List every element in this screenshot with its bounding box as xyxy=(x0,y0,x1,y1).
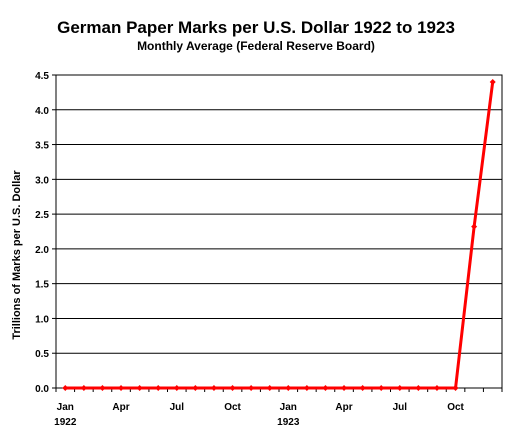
x-tick-label-month: Jan xyxy=(57,402,74,413)
data-point xyxy=(452,385,459,391)
y-axis-label: Trillions of Marks per U.S. Dollar xyxy=(11,170,23,340)
y-tick-label: 2.0 xyxy=(35,245,49,256)
y-tick-label: 4.0 xyxy=(35,106,49,117)
y-tick-label: 3.5 xyxy=(35,141,49,152)
data-point xyxy=(210,385,217,391)
y-tick-label: 1.0 xyxy=(35,314,49,325)
x-axis-ticks: Jan 1922 Apr Jul Oct Jan 1923 Apr Jul Oct xyxy=(54,388,503,428)
data-point xyxy=(229,385,236,391)
x-tick-label-year: 1922 xyxy=(54,417,77,428)
data-point xyxy=(266,385,273,391)
plot-frame xyxy=(55,74,503,389)
y-tick-label: 0.0 xyxy=(35,384,49,395)
y-tick-label: 1.5 xyxy=(35,280,49,291)
data-point xyxy=(192,385,199,391)
y-tick-label: 4.5 xyxy=(35,71,49,82)
x-tick-label-month: Jul xyxy=(393,402,408,413)
data-point xyxy=(136,385,143,391)
chart-title: German Paper Marks per U.S. Dollar 1922 … xyxy=(57,18,455,37)
series-line xyxy=(65,81,495,390)
data-point xyxy=(248,385,255,391)
x-tick-label-month: Jul xyxy=(170,402,185,413)
data-point xyxy=(378,385,385,391)
data-point xyxy=(80,385,87,391)
data-point xyxy=(62,385,69,391)
data-point xyxy=(396,385,403,391)
data-point xyxy=(359,385,366,391)
data-point xyxy=(99,385,106,391)
data-point xyxy=(433,385,440,391)
gridlines xyxy=(56,74,502,354)
x-tick-label-month: Oct xyxy=(447,402,464,413)
y-tick-label: 3.0 xyxy=(35,175,49,186)
data-point xyxy=(489,78,496,85)
data-point xyxy=(303,385,310,391)
data-point xyxy=(341,385,348,391)
data-point xyxy=(415,385,422,391)
x-tick-label-year: 1923 xyxy=(277,417,300,428)
x-tick-label-month: Apr xyxy=(112,402,129,413)
x-tick-label-month: Apr xyxy=(335,402,352,413)
chart-subtitle: Monthly Average (Federal Reserve Board) xyxy=(137,39,375,53)
x-tick-label-month: Oct xyxy=(224,402,241,413)
data-point xyxy=(173,385,180,391)
y-tick-label: 2.5 xyxy=(35,210,49,221)
y-axis-ticks: 0.0 0.5 1.0 1.5 2.0 2.5 3.0 3.5 4.0 4.5 xyxy=(35,71,56,395)
x-tick-label-month: Jan xyxy=(280,402,297,413)
axes xyxy=(55,74,503,389)
data-point xyxy=(471,223,478,230)
data-point xyxy=(118,385,125,391)
series-group xyxy=(62,78,496,391)
data-point xyxy=(285,385,292,391)
data-point xyxy=(322,385,329,391)
y-tick-label: 0.5 xyxy=(35,349,49,360)
data-point xyxy=(155,385,162,391)
